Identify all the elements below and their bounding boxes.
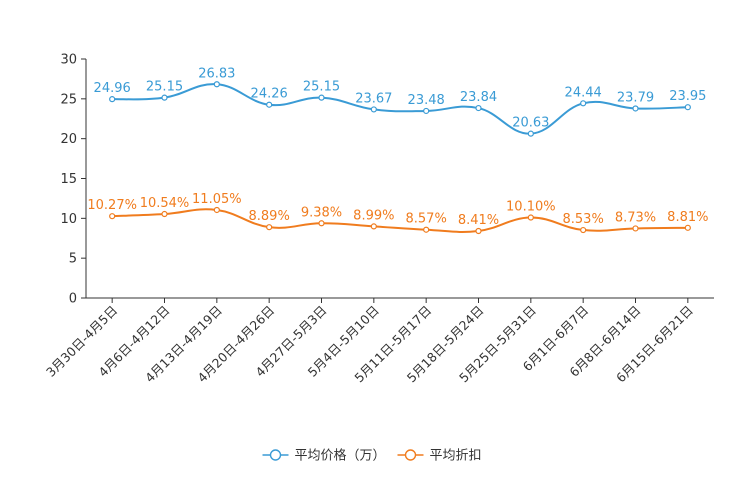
series-2: 10.27% 10.54% 11.05% 8.89% 9.38% 8.99% 8.57% 8.…: [87, 192, 708, 235]
data-label: 8.41%: [458, 213, 499, 228]
data-point: [161, 210, 168, 218]
y-tick-label: 25: [60, 92, 77, 107]
data-label: 10.10%: [506, 200, 556, 215]
data-label: 10.27%: [87, 198, 137, 213]
data-point: [266, 224, 273, 231]
data-point: [266, 101, 273, 108]
data-label: 8.81%: [667, 210, 708, 225]
data-label: 24.96: [94, 81, 131, 96]
series-layer: 24.96 25.15 26.83 24.26 25.15 23.67 23.48 23.84…: [87, 66, 708, 235]
data-label: 8.57%: [406, 212, 447, 227]
legend-item-1[interactable]: 平均价格（万）: [262, 448, 386, 464]
y-tick-label: 0: [69, 292, 77, 307]
data-label: 23.67: [355, 91, 392, 106]
data-label: 24.44: [565, 85, 602, 100]
data-point: [684, 104, 691, 111]
legend-label: 平均折扣: [430, 449, 482, 464]
legend-label: 平均价格（万）: [295, 448, 386, 464]
data-point: [423, 107, 430, 115]
data-point: [109, 96, 116, 103]
data-label: 8.53%: [563, 212, 604, 227]
data-label: 25.15: [146, 80, 183, 95]
data-point: [161, 94, 168, 101]
data-point: [580, 100, 587, 107]
data-label: 23.84: [460, 90, 497, 105]
data-point: [527, 130, 534, 137]
data-point: [370, 106, 377, 113]
data-point: [684, 224, 691, 231]
data-point: [213, 206, 220, 214]
legend-item-2[interactable]: 平均折扣: [397, 449, 482, 464]
data-label: 8.73%: [615, 210, 656, 225]
y-tick-label: 30: [60, 53, 77, 68]
legend[interactable]: 平均价格（万） 平均折扣: [262, 448, 482, 464]
data-point: [475, 104, 482, 112]
y-tick-label: 20: [60, 132, 77, 147]
data-label: 11.05%: [192, 192, 242, 207]
series-line: [112, 208, 688, 233]
data-point: [213, 81, 220, 88]
data-point: [632, 105, 639, 112]
series-1: 24.96 25.15 26.83 24.26 25.15 23.67 23.48 23.84…: [94, 66, 706, 137]
data-label: 25.15: [303, 80, 340, 95]
data-point: [632, 225, 639, 232]
legend-marker: [269, 449, 282, 461]
data-point: [527, 214, 534, 221]
data-label: 10.54%: [140, 196, 190, 211]
data-label: 23.48: [408, 93, 445, 108]
data-point: [423, 226, 430, 233]
data-label: 8.89%: [249, 209, 290, 224]
data-point: [318, 94, 325, 101]
y-tick-label: 10: [60, 212, 77, 227]
data-label: 26.83: [198, 66, 235, 81]
data-point: [109, 213, 116, 220]
y-tick-label: 15: [60, 172, 77, 187]
data-label: 8.99%: [353, 208, 394, 223]
data-label: 23.95: [669, 89, 706, 104]
data-label: 20.63: [512, 116, 549, 131]
data-label: 24.26: [251, 87, 288, 102]
data-point: [318, 220, 325, 227]
data-label: 9.38%: [301, 205, 342, 220]
data-label: 23.79: [617, 90, 654, 105]
data-point: [370, 223, 377, 230]
data-point: [475, 227, 482, 235]
legend-marker: [404, 449, 417, 461]
data-point: [580, 226, 587, 234]
y-tick-label: 5: [69, 252, 77, 267]
